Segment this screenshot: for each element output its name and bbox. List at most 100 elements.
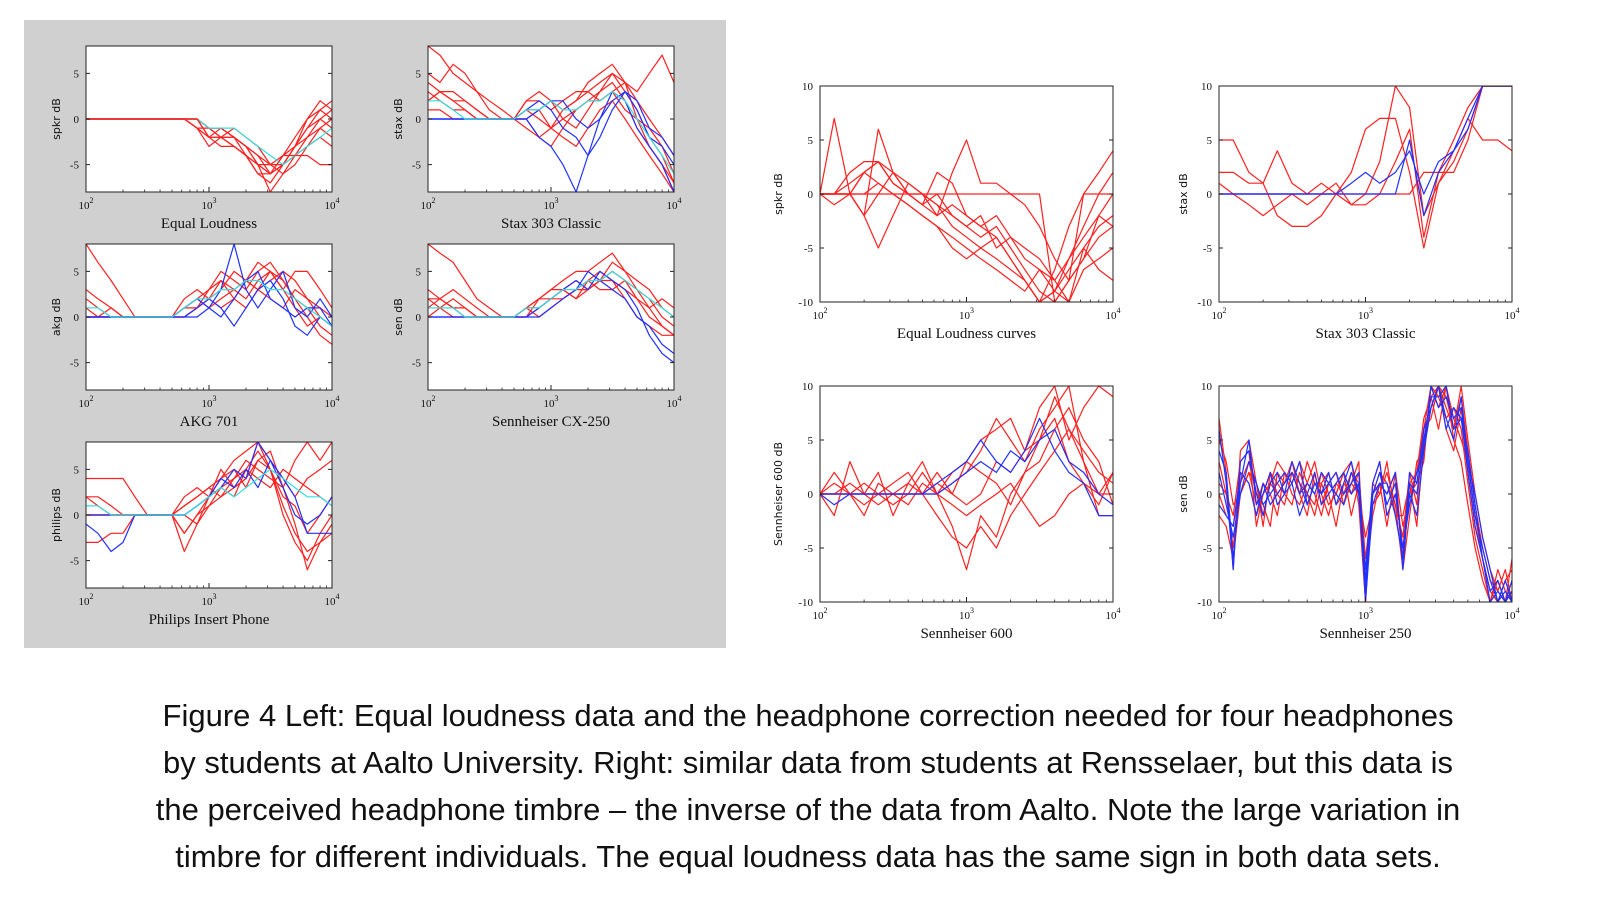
y-tick-label: 10 [1201,81,1213,93]
chart-title: Sennheiser 600 [920,626,1012,642]
caption-line-3: the perceived headphone timbre – the inv… [155,792,1461,827]
y-tick-label: 0 [416,114,422,126]
x-tick-label: 104 [667,394,682,410]
figure-svg: -5 0 5 102 103 104 Equal Loudness spkr dB -5 0 5 10… [50,45,1520,642]
y-tick-label: -5 [70,358,80,370]
series-line-10 [86,279,332,327]
series-line-9 [820,182,1113,302]
y-axis-label: spkr dB [772,173,785,215]
y-axis-label: spkr dB [50,98,63,140]
y-axis-label: stax dB [1177,173,1190,214]
y-tick-label: 5 [1207,435,1213,447]
rpi-equal-loudness-panel: -10 -5 0 5 10 102 103 104 Equal Loudness curves s… [772,81,1121,342]
x-tick-label: 102 [813,306,828,322]
rpi-sennheiser-250-panel: -10 -5 0 5 10 102 103 104 Sennheiser 250 sen dB [1177,381,1520,642]
y-tick-label: 10 [802,81,814,93]
chart-title: Equal Loudness curves [897,326,1036,342]
aalto-akg-panel: -5 0 5 102 103 104 AKG 701 akg dB [50,243,340,430]
rpi-sennheiser-600-panel: -10 -5 0 5 10 102 103 104 Sennheiser 600 Sennheis… [772,381,1121,642]
x-tick-label: 103 [1358,606,1373,622]
y-tick-label: -10 [1197,597,1212,609]
figure: -5 0 5 102 103 104 Equal Loudness spkr dB -5 0 5 10… [24,20,1520,648]
chart-title: Philips Insert Phone [149,612,270,628]
x-tick-label: 104 [1505,306,1520,322]
y-tick-label: 10 [802,381,814,393]
x-tick-label: 103 [544,394,559,410]
series-line-9 [820,428,1113,506]
x-tick-label: 104 [1505,606,1520,622]
x-tick-label: 102 [421,196,436,212]
y-tick-label: 0 [1207,489,1213,501]
y-tick-label: 5 [74,464,80,476]
caption-line-4: timbre for different individuals. The eq… [175,839,1441,874]
x-tick-label: 104 [325,196,340,212]
y-axis-label: stax dB [392,98,405,139]
series-line-10 [86,468,332,516]
y-tick-label: 5 [808,435,814,447]
chart-title: Sennheiser CX-250 [492,414,610,430]
x-tick-label: 102 [1212,306,1227,322]
series-line-10 [86,118,332,175]
series-line-7 [820,193,1113,302]
series-line-3 [820,182,1113,302]
x-tick-label: 103 [202,394,217,410]
caption-line-2: by students at Aalto University. Right: … [163,745,1453,780]
y-tick-label: -5 [70,160,80,172]
y-tick-label: -10 [798,297,813,309]
y-axis-label: Sennheiser 600 dB [772,442,785,546]
series-line-9 [1219,386,1512,602]
series-line-10 [1219,386,1512,602]
figure-caption: Figure 4 Left: Equal loudness data and t… [0,692,1616,880]
x-tick-label: 104 [1106,306,1121,322]
y-tick-label: 0 [1207,189,1213,201]
aalto-sennheiser-cx250-panel: -5 0 5 102 103 104 Sennheiser CX-250 sen dB [392,243,682,430]
y-tick-label: -5 [70,556,80,568]
series-line-4 [820,171,1113,302]
x-tick-label: 104 [325,394,340,410]
chart-title: Equal Loudness [161,216,257,232]
rpi-stax-panel: -10 -5 0 5 10 102 103 104 Stax 303 Classic stax d… [1177,81,1520,342]
x-tick-label: 102 [79,592,94,608]
y-tick-label: 5 [74,266,80,278]
y-tick-label: 5 [416,266,422,278]
aalto-stax-panel: -5 0 5 102 103 104 Stax 303 Classic stax dB [392,45,682,232]
series-line-3 [820,417,1113,571]
y-tick-label: 5 [808,135,814,147]
y-tick-label: 0 [808,189,814,201]
x-tick-label: 104 [325,592,340,608]
y-tick-label: 0 [416,312,422,324]
chart-title: AKG 701 [180,414,239,430]
x-tick-label: 102 [421,394,436,410]
y-tick-label: -5 [412,160,422,172]
y-tick-label: -10 [1197,297,1212,309]
y-tick-label: 0 [74,510,80,522]
series-line-6 [820,428,1113,549]
y-tick-label: 5 [1207,135,1213,147]
y-tick-label: 5 [416,68,422,80]
y-axis-label: sen dB [1177,475,1190,513]
x-tick-label: 103 [1358,306,1373,322]
chart-title: Stax 303 Classic [501,216,601,232]
y-tick-label: -5 [1203,243,1213,255]
y-tick-label: 0 [808,489,814,501]
series-line-6 [1219,86,1512,195]
x-tick-label: 104 [667,196,682,212]
series-line-11 [428,90,674,175]
x-tick-label: 103 [202,592,217,608]
x-tick-label: 102 [1212,606,1227,622]
series-line-9 [428,270,674,318]
x-tick-label: 103 [544,196,559,212]
y-tick-label: -5 [804,543,814,555]
series-line-3 [1219,86,1512,238]
x-tick-label: 102 [79,394,94,410]
y-axis-label: sen dB [392,298,405,336]
caption-line-1: Figure 4 Left: Equal loudness data and t… [162,698,1454,733]
y-tick-label: 5 [74,68,80,80]
chart-title: Sennheiser 250 [1319,626,1411,642]
x-tick-label: 102 [813,606,828,622]
y-tick-label: -5 [412,358,422,370]
x-tick-label: 102 [79,196,94,212]
x-tick-label: 103 [959,306,974,322]
x-tick-label: 103 [202,196,217,212]
aalto-equal-loudness-panel: -5 0 5 102 103 104 Equal Loudness spkr dB [50,45,340,232]
